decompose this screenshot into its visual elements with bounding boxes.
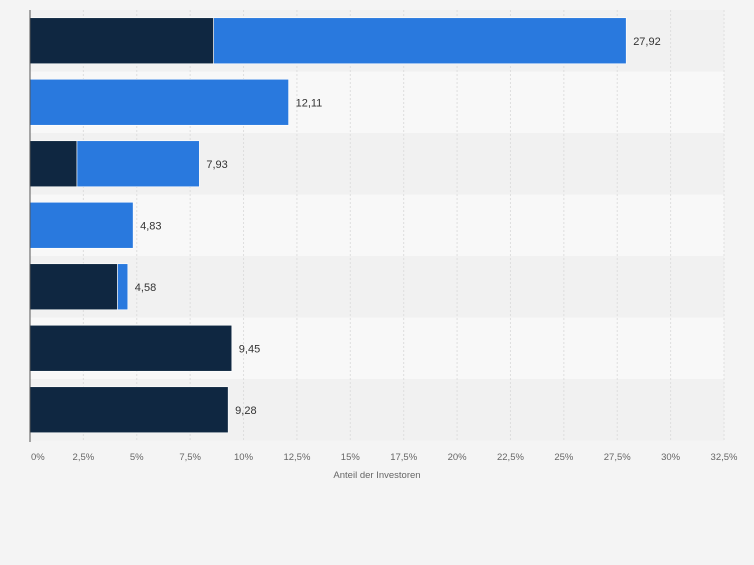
x-tick-label: 20% — [448, 452, 468, 463]
x-tick-label: 15% — [341, 452, 361, 463]
x-tick-label: 32,5% — [711, 452, 738, 463]
bar-segment-blue — [117, 263, 129, 311]
bar-segment-dark — [29, 263, 118, 311]
x-tick-labels: 0% 2,5% 5% 7,5% 10% 12,5% 15% 17,5% 20% 22,5% 25% 2… — [31, 452, 738, 463]
x-tick-label: 0% — [31, 452, 45, 463]
x-tick-label: 17,5% — [390, 452, 417, 463]
x-tick-label: 5% — [130, 452, 144, 463]
x-tick-label: 12,5% — [283, 452, 310, 463]
bars — [29, 17, 627, 434]
x-axis-title: Anteil der Investoren — [333, 470, 420, 481]
bar-value-label: 7,93 — [206, 159, 227, 171]
bar-value-label: 4,83 — [140, 220, 161, 232]
bar-value-label: 27,92 — [633, 36, 661, 48]
bar-segment-dark — [29, 140, 78, 188]
row-band — [30, 194, 724, 256]
bar-segment-blue — [29, 201, 134, 249]
bar-value-label: 9,45 — [239, 343, 260, 355]
bar-value-label: 4,58 — [135, 282, 156, 294]
bar-segment-blue — [76, 140, 200, 188]
x-tick-label: 2,5% — [73, 452, 95, 463]
value-labels: 27,92 12,11 7,93 4,83 4,58 9,45 9,28 — [135, 36, 661, 417]
row-bands — [30, 10, 724, 441]
bar-value-label: 12,11 — [296, 97, 323, 109]
row-band — [30, 256, 724, 318]
bar-segment-dark — [29, 17, 214, 65]
bar-segment-dark — [29, 386, 229, 434]
x-tick-label: 22,5% — [497, 452, 524, 463]
bar-value-label: 9,28 — [235, 405, 256, 417]
x-tick-label: 30% — [661, 452, 681, 463]
bar-segment-dark — [29, 324, 233, 372]
bar-segment-blue — [29, 78, 289, 126]
x-tick-label: 27,5% — [604, 452, 631, 463]
x-tick-label: 10% — [234, 452, 254, 463]
x-tick-label: 7,5% — [179, 452, 201, 463]
x-tick-label: 25% — [554, 452, 574, 463]
bar-segment-blue — [213, 17, 627, 65]
